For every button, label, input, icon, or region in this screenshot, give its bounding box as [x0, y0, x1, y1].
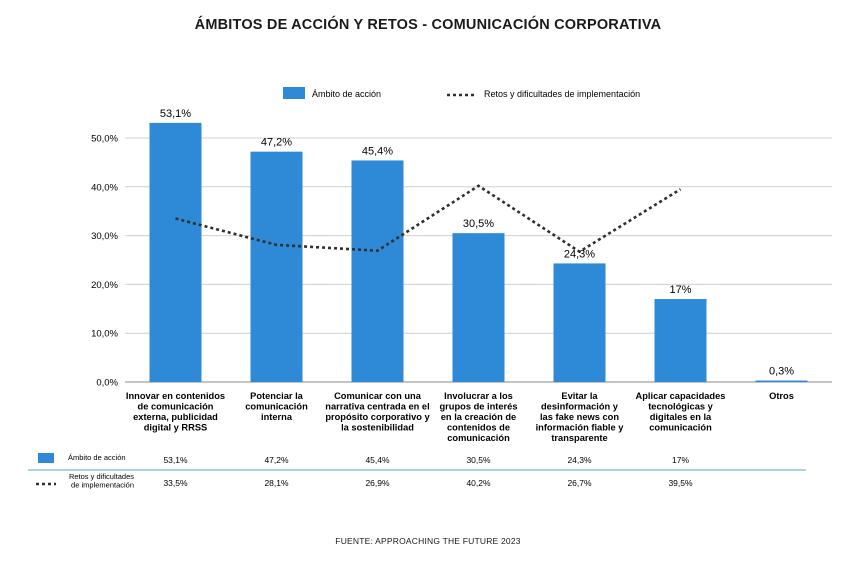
x-category-label-line: narrativa centrada en el [325, 402, 429, 412]
x-category-label-line: comunicación [649, 423, 712, 433]
source-note: FUENTE: APPROACHING THE FUTURE 2023 [335, 536, 521, 546]
x-category-label-line: comunicación [447, 433, 510, 443]
bar [654, 299, 707, 382]
legend-label-bar: Ámbito de acción [312, 89, 381, 99]
x-category-label-line: digitales en la [650, 412, 712, 422]
legend-label-line: Retos y dificultades de implementación [484, 89, 640, 99]
x-category-label-line: Aplicar capacidades [636, 391, 726, 401]
x-category-label-line: interna [261, 412, 293, 422]
x-category-label-line: grupos de interés [439, 402, 517, 412]
x-category-label-line: las fake news con [540, 412, 619, 422]
y-tick-label: 20,0% [91, 280, 118, 291]
bars [149, 122, 808, 382]
y-tick-label: 0,0% [96, 378, 118, 389]
table-cell-bar: 17% [672, 455, 689, 465]
x-category-label-line: tecnológicas y [648, 402, 713, 412]
bar [351, 160, 404, 382]
table-cell-bar: 30,5% [466, 455, 491, 465]
table-cell-bar: 47,2% [264, 455, 289, 465]
x-category-label-line: Comunicar con una [334, 391, 422, 401]
table-row-label-bar: Ámbito de acción [68, 453, 126, 462]
x-axis-labels: Innovar en contenidos de comunicación exte… [126, 391, 794, 443]
x-category-label-line: Innovar en contenidos [126, 391, 225, 401]
x-category-label: Otros [769, 391, 794, 401]
table-swatch-bar [38, 453, 54, 463]
table-cell-bar: 45,4% [365, 455, 390, 465]
bar-value-label: 30,5% [463, 218, 494, 230]
bar-value-label: 53,1% [160, 108, 191, 120]
bar [149, 122, 202, 382]
x-category-label-line: de comunicación [138, 402, 214, 412]
x-category-label: Comunicar con una narrativa centrada en e… [325, 391, 430, 433]
y-tick-label: 50,0% [91, 134, 118, 145]
table-cell-line: 26,7% [567, 478, 592, 488]
x-category-label-line: información fiable y [536, 423, 625, 433]
bar [452, 233, 505, 382]
x-category-label-line: contenidos de [447, 423, 510, 433]
y-tick-label: 30,0% [91, 231, 118, 242]
x-category-label-line: desinformación y [541, 402, 619, 412]
table-cell-line: 26,9% [365, 478, 390, 488]
table-cell-line: 33,5% [163, 478, 188, 488]
line-series [175, 184, 682, 254]
retos-line [175, 184, 682, 254]
table-row-label-line-part: Retos y dificultades [69, 472, 134, 481]
chart-title: ÁMBITOS DE ACCIÓN Y RETOS - COMUNICACIÓN… [194, 17, 662, 33]
legend-swatch-bar [283, 87, 305, 99]
table-cell-line: 40,2% [466, 478, 491, 488]
x-category-label-line: Potenciar la [250, 391, 304, 401]
x-category-label: Involucrar a los grupos de interés en la c… [439, 391, 517, 443]
table-row-label-line: Retos y dificultades de implementación [69, 472, 134, 490]
table-cell-line: 28,1% [264, 478, 289, 488]
x-category-label-line: Otros [769, 391, 794, 401]
x-category-label: Potenciar la comunicación interna [245, 391, 308, 422]
x-category-label-line: comunicación [245, 402, 308, 412]
x-category-label-line: propósito corporativo y [325, 412, 430, 422]
x-category-label-line: Involucrar a los [444, 391, 513, 401]
table-cell-line: 39,5% [668, 478, 693, 488]
x-category-label-line: digital y RRSS [144, 423, 208, 433]
x-category-label: Innovar en contenidos de comunicación exte… [126, 391, 225, 433]
bar-data-labels: 53,1% 47,2% 45,4% 30,5% 24,3% 17% 0,3% [160, 108, 794, 378]
y-axis: 0,0% 10,0% 20,0% 30,0% 40,0% 50,0% [91, 134, 118, 389]
bar [553, 263, 606, 382]
bar [250, 151, 303, 382]
bar-value-label: 45,4% [362, 145, 393, 157]
x-category-label-line: en la creación de [441, 412, 516, 422]
legend: Ámbito de acción Retos y dificultades de … [283, 87, 640, 99]
x-category-label-line: Evitar la [561, 391, 598, 401]
table-cell-bar: 24,3% [567, 455, 592, 465]
table-row-label-line-part: de implementación [71, 481, 134, 490]
bar-value-label: 0,3% [769, 366, 794, 378]
bar-value-label: 17% [669, 284, 691, 296]
x-category-label: Evitar la desinformación y las fake news c… [536, 391, 625, 443]
data-table: Ámbito de acción Retos y dificultades de i… [28, 453, 806, 490]
bar-value-label: 47,2% [261, 137, 292, 149]
y-tick-label: 40,0% [91, 182, 118, 193]
y-tick-label: 10,0% [91, 329, 118, 340]
table-cell-bar: 53,1% [163, 455, 188, 465]
bar-value-label: 24,3% [564, 248, 595, 260]
bar [755, 380, 808, 382]
x-category-label-line: transparente [551, 433, 607, 443]
x-category-label-line: externa, publicidad [133, 412, 218, 422]
x-category-label: Aplicar capacidades tecnológicas y digital… [636, 391, 726, 433]
x-category-label-line: la sostenibilidad [341, 423, 414, 433]
